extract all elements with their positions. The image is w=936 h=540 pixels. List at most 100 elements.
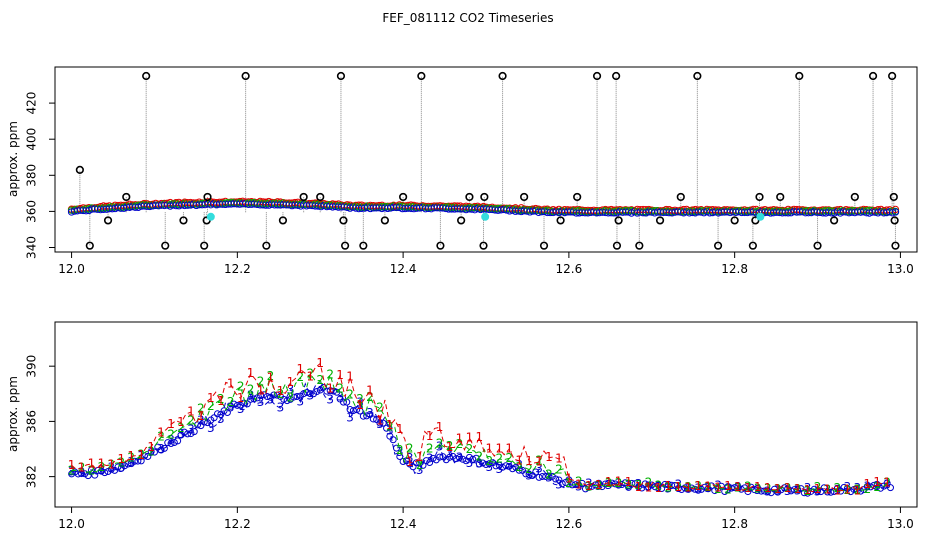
- base-point: [257, 392, 265, 400]
- y-tick-label: 380: [25, 164, 39, 187]
- base-point: [383, 424, 391, 432]
- series-1-marker: 1: [177, 415, 185, 429]
- series-1-marker: 1: [734, 480, 742, 494]
- y-tick-label: 360: [25, 200, 39, 223]
- outlier-point: [612, 241, 622, 250]
- series-3-marker: 3: [645, 479, 653, 493]
- base-point: [164, 439, 172, 447]
- base-point: [721, 487, 729, 495]
- series-1-marker: 1: [326, 381, 334, 395]
- outlier-point: [480, 192, 489, 202]
- series-2-marker: 2: [177, 421, 185, 435]
- series-3-marker: 3: [386, 424, 394, 438]
- series-2-marker: 2: [545, 468, 553, 482]
- series-3-marker: 3: [356, 396, 364, 410]
- series-1-marker: 1: [167, 417, 175, 431]
- outlier-point: [103, 216, 113, 225]
- series-2-marker: 2: [684, 480, 692, 494]
- series-3-marker: 3: [635, 477, 643, 491]
- outlier-point: [813, 241, 822, 250]
- series-2-marker: 2: [446, 439, 454, 453]
- series-2-marker: 2: [237, 379, 245, 393]
- base-point: [144, 452, 152, 460]
- series-3-marker: 3: [625, 479, 633, 493]
- bottom-y-axis-label: approx. ppm: [6, 376, 20, 452]
- series-3-marker: 3: [774, 484, 782, 498]
- top-y-axis: 340 360 380 400 420: [25, 92, 55, 259]
- series-3-marker: 3: [495, 462, 503, 476]
- series-1-marker: 1: [446, 440, 454, 454]
- series-1-marker: 1: [78, 461, 86, 475]
- base-point: [101, 469, 109, 477]
- x-tick-label: 12.0: [58, 262, 85, 276]
- series-1-marker: 1: [545, 450, 553, 464]
- base-point: [290, 393, 298, 401]
- base-point: [124, 460, 132, 468]
- series-1-marker: 1: [535, 455, 543, 469]
- series-1-marker: 1: [834, 484, 842, 498]
- base-point: [74, 470, 82, 478]
- series-1-marker: 1: [267, 370, 275, 384]
- series-1-marker: 1: [495, 441, 503, 455]
- series-1-marker: 1: [436, 420, 444, 434]
- series-1-marker: 1: [157, 425, 165, 439]
- top-plot-marks: [67, 71, 900, 250]
- series-2-marker: 2: [724, 483, 732, 497]
- outlier-point: [612, 71, 621, 81]
- series-2-marker: 2: [117, 455, 125, 469]
- series-3-marker: 3: [754, 483, 762, 497]
- series-3-marker: 3: [346, 411, 354, 425]
- series-1-marker: 1: [476, 430, 484, 444]
- series-3-marker: 3: [883, 478, 891, 492]
- series-1-marker: 1: [863, 477, 871, 491]
- series-3-marker: 3: [764, 484, 772, 498]
- series-2-marker: 2: [88, 464, 96, 478]
- series-3-marker: 3: [824, 482, 832, 496]
- series-3-marker: 3: [416, 463, 424, 477]
- series-3-marker: 3: [88, 464, 96, 478]
- base-point: [230, 400, 238, 408]
- bottom-panel: approx. ppm 12.0 12.2 12.4 12.6 12.8 13.0 382…: [6, 321, 918, 531]
- series-1-marker: 1: [247, 366, 255, 380]
- series-2-marker: 2: [416, 458, 424, 472]
- series-1-marker: 1: [187, 405, 195, 419]
- base-point: [804, 489, 812, 497]
- series-1-marker: 1: [207, 391, 215, 405]
- series-1-marker: 1: [147, 440, 155, 454]
- series-3-marker: 3: [476, 457, 484, 471]
- outlier-point: [417, 71, 426, 81]
- base-point: [303, 389, 311, 397]
- base-point: [91, 471, 99, 479]
- outlier-point: [380, 216, 389, 225]
- cyan-point: [756, 212, 765, 221]
- top-plot-frame: [54, 66, 918, 253]
- series-1-marker: 1: [555, 452, 563, 466]
- series-1-marker: 1: [585, 479, 593, 493]
- series-1-marker: 1: [655, 481, 663, 495]
- base-point: [661, 480, 669, 488]
- base-point: [293, 393, 301, 401]
- series-1-marker: 1: [356, 398, 364, 412]
- base-point: [233, 401, 241, 409]
- outlier-point: [203, 192, 212, 202]
- y-tick-label: 400: [25, 128, 39, 151]
- series-1-marker: 1: [684, 480, 692, 494]
- outlier-point: [520, 192, 529, 202]
- cyan-point: [481, 212, 490, 221]
- series-2-marker: 2: [854, 483, 862, 497]
- series-3-line: [71, 382, 888, 493]
- series-2-marker: 2: [635, 478, 643, 492]
- series-1-marker: 1: [784, 481, 792, 495]
- base-point: [369, 415, 377, 423]
- series-2-marker: 2: [386, 419, 394, 433]
- series-1-marker: 1: [257, 383, 265, 397]
- base-point: [260, 391, 268, 399]
- base-point: [78, 470, 86, 478]
- outlier-point: [336, 71, 346, 81]
- base-point: [823, 488, 831, 496]
- outlier-point: [614, 216, 623, 225]
- base-point: [147, 448, 155, 456]
- series-1-marker: 1: [635, 480, 643, 494]
- base-point: [459, 455, 467, 463]
- series-3-marker: 3: [376, 417, 384, 431]
